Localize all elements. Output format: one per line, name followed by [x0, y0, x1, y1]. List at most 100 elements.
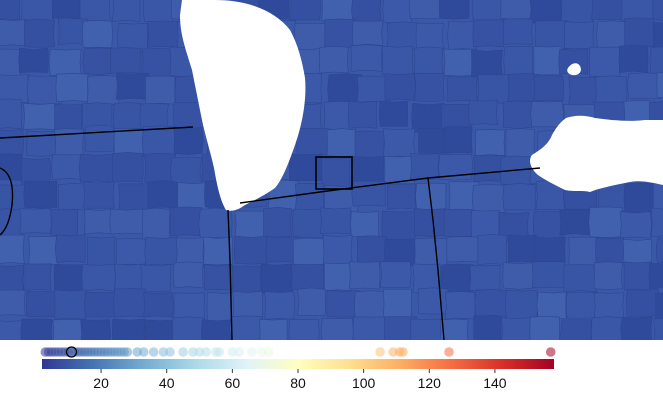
county-polygon[interactable] [204, 264, 234, 291]
county-polygon[interactable] [294, 182, 324, 212]
county-polygon[interactable] [568, 236, 599, 267]
county-polygon[interactable] [651, 207, 663, 238]
county-polygon[interactable] [53, 264, 86, 294]
county-polygon[interactable] [438, 153, 473, 181]
county-polygon[interactable] [0, 19, 28, 47]
county-polygon[interactable] [263, 206, 292, 238]
county-polygon[interactable] [384, 73, 416, 101]
legend-value-marker[interactable] [444, 347, 454, 357]
county-polygon[interactable] [382, 0, 413, 24]
county-polygon[interactable] [472, 19, 505, 48]
county-polygon[interactable] [113, 128, 145, 157]
county-polygon[interactable] [54, 234, 86, 263]
county-polygon[interactable] [323, 262, 353, 291]
county-polygon[interactable] [468, 99, 498, 126]
county-polygon[interactable] [350, 44, 383, 72]
county-polygon[interactable] [112, 102, 143, 131]
county-polygon[interactable] [563, 264, 598, 293]
county-polygon[interactable] [533, 236, 566, 262]
county-polygon[interactable] [146, 20, 181, 48]
county-polygon[interactable] [622, 238, 653, 265]
county-polygon[interactable] [173, 127, 204, 156]
county-polygon[interactable] [414, 46, 444, 76]
county-polygon[interactable] [408, 0, 443, 19]
county-polygon[interactable] [354, 130, 385, 160]
legend-value-marker[interactable] [165, 347, 175, 357]
county-polygon[interactable] [475, 129, 506, 157]
county-polygon[interactable] [500, 317, 531, 340]
county-polygon[interactable] [471, 49, 504, 79]
county-polygon[interactable] [322, 235, 353, 266]
county-polygon[interactable] [560, 319, 592, 341]
county-polygon[interactable] [383, 288, 412, 319]
county-polygon[interactable] [321, 0, 354, 22]
county-polygon[interactable] [145, 75, 176, 105]
county-polygon[interactable] [0, 234, 25, 264]
county-polygon[interactable] [0, 129, 24, 156]
county-polygon[interactable] [0, 0, 21, 21]
county-polygon[interactable] [505, 128, 535, 159]
county-polygon[interactable] [109, 208, 145, 235]
county-polygon[interactable] [502, 18, 534, 45]
county-polygon[interactable] [81, 264, 116, 292]
county-polygon[interactable] [118, 183, 152, 214]
county-polygon[interactable] [507, 234, 537, 263]
county-polygon[interactable] [381, 211, 417, 241]
county-polygon[interactable] [474, 288, 508, 317]
county-polygon[interactable] [652, 182, 663, 212]
county-polygon[interactable] [144, 319, 178, 340]
county-polygon[interactable] [52, 319, 87, 341]
county-polygon[interactable] [469, 265, 501, 291]
county-polygon[interactable] [297, 287, 326, 316]
county-polygon[interactable] [588, 206, 624, 239]
county-polygon[interactable] [169, 206, 203, 237]
county-polygon[interactable] [347, 100, 378, 129]
legend-value-marker[interactable] [234, 347, 244, 357]
county-polygon[interactable] [626, 72, 662, 99]
county-polygon[interactable] [561, 0, 594, 25]
county-polygon[interactable] [19, 208, 53, 234]
county-polygon[interactable] [502, 262, 536, 290]
county-polygon[interactable] [141, 207, 171, 240]
legend-value-marker[interactable] [545, 347, 556, 357]
county-polygon[interactable] [620, 316, 653, 340]
county-polygon[interactable] [0, 48, 22, 78]
county-polygon[interactable] [595, 75, 628, 104]
county-polygon[interactable] [0, 320, 25, 340]
county-polygon[interactable] [288, 0, 322, 21]
county-polygon[interactable] [438, 0, 470, 20]
county-polygon[interactable] [353, 290, 388, 321]
county-polygon[interactable] [113, 288, 147, 318]
county-polygon[interactable] [382, 128, 416, 158]
county-polygon[interactable] [381, 45, 414, 75]
county-polygon[interactable] [288, 319, 320, 340]
county-polygon[interactable] [477, 74, 511, 105]
county-polygon[interactable] [296, 127, 329, 156]
county-polygon[interactable] [415, 22, 444, 50]
county-polygon[interactable] [0, 208, 24, 239]
county-polygon[interactable] [443, 126, 473, 154]
county-polygon[interactable] [590, 316, 624, 340]
legend-value-marker[interactable] [201, 347, 211, 357]
county-polygon[interactable] [50, 209, 79, 237]
county-polygon[interactable] [531, 261, 566, 288]
county-polygon[interactable] [503, 45, 534, 77]
county-polygon[interactable] [0, 153, 24, 182]
county-polygon[interactable] [48, 48, 82, 76]
county-polygon[interactable] [439, 318, 469, 340]
county-polygon[interactable] [320, 317, 354, 340]
county-polygon[interactable] [25, 291, 60, 318]
legend-value-marker[interactable] [178, 347, 188, 357]
county-polygon[interactable] [529, 0, 562, 24]
county-polygon[interactable] [383, 155, 416, 184]
county-polygon[interactable] [82, 20, 113, 48]
county-polygon[interactable] [86, 74, 121, 105]
county-polygon[interactable] [83, 291, 117, 318]
county-polygon[interactable] [116, 238, 147, 266]
county-polygon[interactable] [593, 261, 623, 290]
county-polygon[interactable] [111, 0, 141, 22]
county-polygon[interactable] [623, 261, 652, 291]
county-polygon[interactable] [80, 319, 111, 340]
county-polygon[interactable] [175, 237, 205, 268]
county-polygon[interactable] [291, 263, 325, 290]
